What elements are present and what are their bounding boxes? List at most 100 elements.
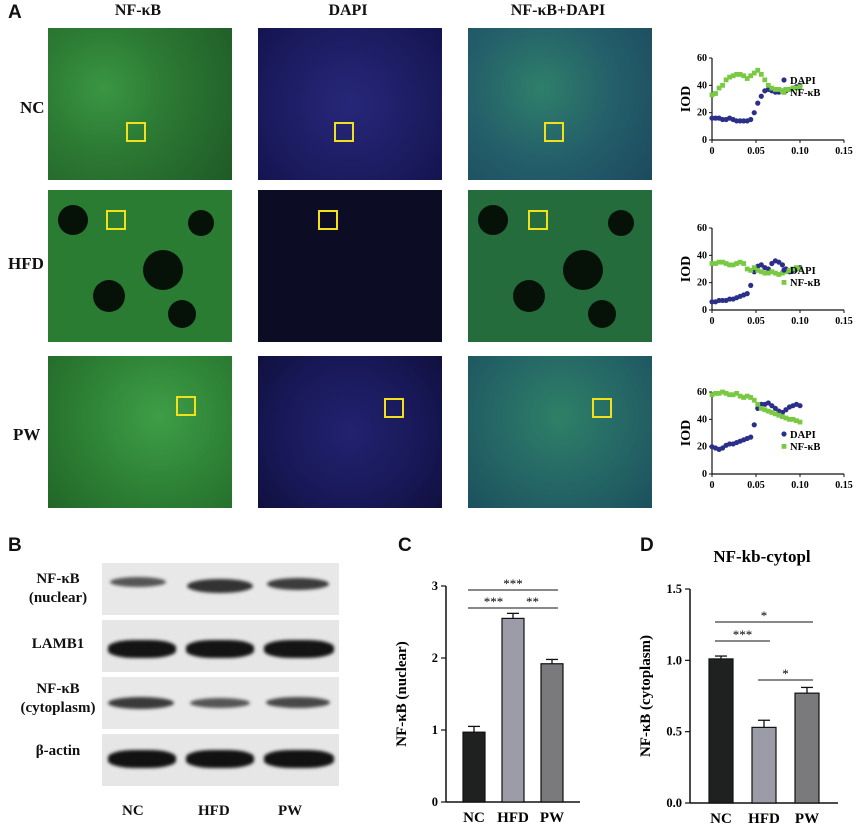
category-label: NC [463, 810, 485, 826]
data-point-nfkb [730, 73, 736, 79]
legend-marker-nfkb [781, 90, 787, 95]
data-point-nfkb [709, 392, 715, 398]
legend-marker-nfkb [781, 280, 787, 285]
significance-label: *** [484, 594, 504, 609]
band [108, 750, 176, 768]
bar-hfd [501, 617, 525, 803]
data-point-nfkb [737, 259, 743, 265]
data-point-nfkb [734, 261, 740, 266]
data-point-nfkb [741, 261, 747, 266]
micrograph-dapi-pw [258, 356, 442, 508]
data-point-nfkb [727, 74, 732, 80]
data-point-nfkb [780, 414, 785, 419]
y-tick-label: 2 [432, 651, 438, 665]
roi-box [176, 396, 196, 416]
data-point-dapi [748, 282, 754, 288]
x-tick-label: 0.05 [747, 146, 765, 157]
legend-label-dapi: DAPI [790, 430, 816, 441]
data-point-nfkb [783, 415, 789, 421]
data-point-dapi [783, 407, 789, 413]
data-point-dapi [779, 262, 785, 268]
data-point-dapi [748, 116, 754, 123]
x-tick-label: 0.15 [835, 480, 853, 491]
data-point-nfkb [751, 70, 757, 76]
column-title-nfkb: NF-κB [114, 2, 162, 19]
data-point-nfkb [709, 261, 715, 266]
data-point-nfkb [762, 270, 768, 276]
y-axis-label: NF-κB (nuclear) [394, 641, 410, 746]
micrograph-merge-nc [468, 28, 652, 180]
data-point-nfkb [751, 397, 757, 403]
legend-label-nfkb: NF-κB [790, 88, 820, 99]
data-point-nfkb [797, 84, 803, 90]
y-tick-label: 0 [432, 795, 438, 809]
data-point-nfkb [748, 395, 754, 400]
data-point-nfkb [723, 77, 729, 83]
data-point-nfkb [727, 392, 732, 398]
x-tick-label: 0.10 [791, 480, 809, 491]
data-point-dapi [755, 100, 761, 106]
legend-label-nfkb: NF-κB [790, 442, 820, 453]
data-point-nfkb [765, 408, 771, 414]
category-label: PW [795, 811, 819, 827]
bar-nc [462, 731, 486, 803]
data-point-nfkb [769, 410, 775, 415]
data-point-nfkb [776, 87, 782, 92]
x-tick-label: 0.05 [747, 480, 765, 491]
significance-label: *** [733, 627, 753, 642]
panel-label-c: C [398, 535, 412, 556]
band [190, 698, 250, 708]
data-point-nfkb [769, 269, 775, 275]
data-point-nfkb [762, 77, 768, 83]
data-point-nfkb [716, 259, 722, 265]
y-axis-label: NF-κB (cytoplasm) [638, 635, 654, 757]
blot-strip-nfkb-cytoplasm [102, 677, 339, 729]
data-point-nfkb [780, 270, 785, 276]
column-title-dapi: DAPI [328, 2, 368, 19]
roi-box [384, 398, 404, 418]
lane-label-hfd: HFD [198, 803, 230, 819]
band [187, 579, 253, 593]
data-point-nfkb [713, 390, 718, 396]
x-tick-label: 0 [710, 316, 715, 327]
legend-label-dapi: DAPI [790, 266, 816, 277]
micrograph-merge-hfd [468, 190, 652, 342]
data-point-nfkb [734, 72, 740, 77]
data-point-nfkb [713, 91, 718, 96]
data-point-nfkb [762, 407, 768, 413]
blot-strip-nfkb-nuclear [102, 563, 339, 615]
data-point-nfkb [790, 266, 796, 272]
data-point-nfkb [737, 72, 743, 77]
data-point-dapi [769, 260, 775, 267]
data-point-nfkb [730, 262, 736, 268]
y-tick-label: 0 [702, 469, 707, 480]
band [266, 697, 330, 708]
data-point-nfkb [794, 265, 799, 271]
y-tick-label: 60 [697, 223, 707, 234]
data-point-nfkb [765, 82, 771, 88]
data-point-nfkb [758, 72, 764, 77]
y-tick-label: 20 [697, 442, 707, 453]
data-point-nfkb [716, 85, 722, 91]
data-point-nfkb [755, 267, 761, 273]
data-point-nfkb [794, 418, 799, 424]
data-point-dapi [751, 422, 757, 428]
x-tick-label: 0.10 [791, 316, 809, 327]
data-point-nfkb [772, 411, 778, 417]
category-label: HFD [497, 810, 529, 826]
lane-label-nc: NC [122, 803, 144, 819]
data-point-nfkb [797, 266, 803, 272]
roi-box [318, 210, 338, 230]
y-tick-label: 60 [697, 387, 707, 398]
micrograph-dapi-hfd [258, 190, 442, 342]
significance-label: * [761, 608, 768, 623]
data-point-nfkb [790, 85, 796, 91]
panel-label-a: A [8, 2, 22, 23]
legend-marker-dapi [781, 77, 787, 83]
bar-chart-cytoplasm: NF-kb-cytopl 0.0 0.5 1.0 1.5 NF-κB (cytoplasm… [638, 547, 838, 827]
band [264, 640, 334, 658]
roi-box [528, 210, 548, 230]
micrograph-dapi-nc [258, 28, 442, 180]
data-point-dapi [772, 405, 778, 411]
x-tick-label: 0.10 [791, 146, 809, 157]
